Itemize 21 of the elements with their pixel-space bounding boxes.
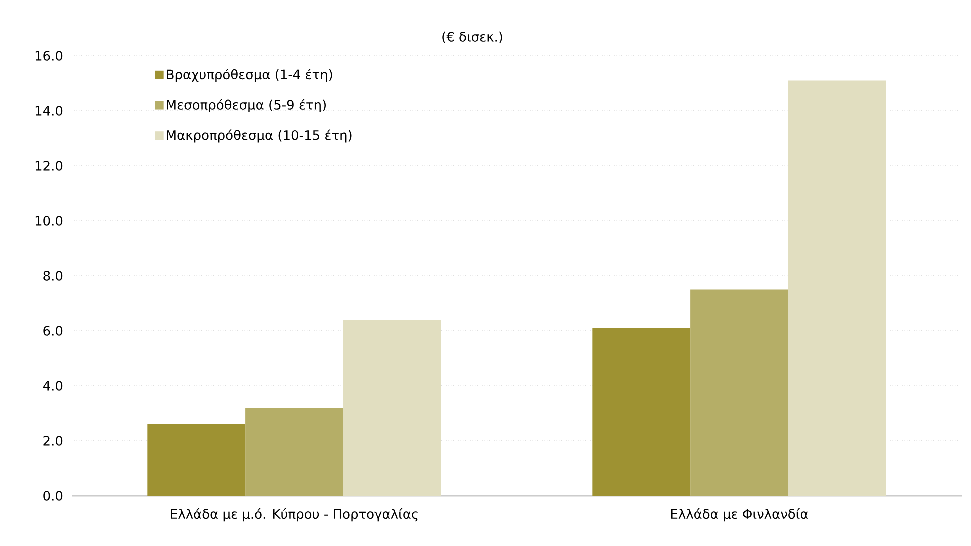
x-tick-label: Ελλάδα με μ.ό. Κύπρου - Πορτογαλίας bbox=[171, 508, 418, 522]
y-tick-label: 8.0 bbox=[44, 271, 63, 281]
bar bbox=[343, 320, 442, 496]
bar bbox=[246, 408, 344, 496]
legend-label: Βραχυπρόθεσμα (1-4 έτη) bbox=[167, 68, 332, 82]
y-tick-label: 12.0 bbox=[36, 161, 63, 171]
chart-title: (€ δισεκ.) bbox=[442, 32, 502, 44]
legend-label: Μακροπρόθεσμα (10-15 έτη) bbox=[167, 130, 352, 143]
y-tick-label: 6.0 bbox=[44, 326, 63, 336]
bar bbox=[148, 424, 246, 496]
y-tick-label: 2.0 bbox=[44, 436, 63, 446]
bar bbox=[592, 328, 691, 496]
y-tick-label: 10.0 bbox=[36, 216, 63, 226]
y-tick-label: 0.0 bbox=[44, 491, 63, 501]
y-tick-label: 4.0 bbox=[43, 381, 63, 391]
y-tick-label: 14.0 bbox=[36, 106, 63, 116]
bar bbox=[690, 290, 788, 496]
y-tick-label: 16.0 bbox=[36, 51, 63, 61]
legend-label: Μεσοπρόθεσμα (5-9 έτη) bbox=[167, 99, 326, 112]
x-tick-label: Ελλάδα με Φινλανδία bbox=[671, 508, 808, 522]
bar bbox=[788, 80, 886, 496]
